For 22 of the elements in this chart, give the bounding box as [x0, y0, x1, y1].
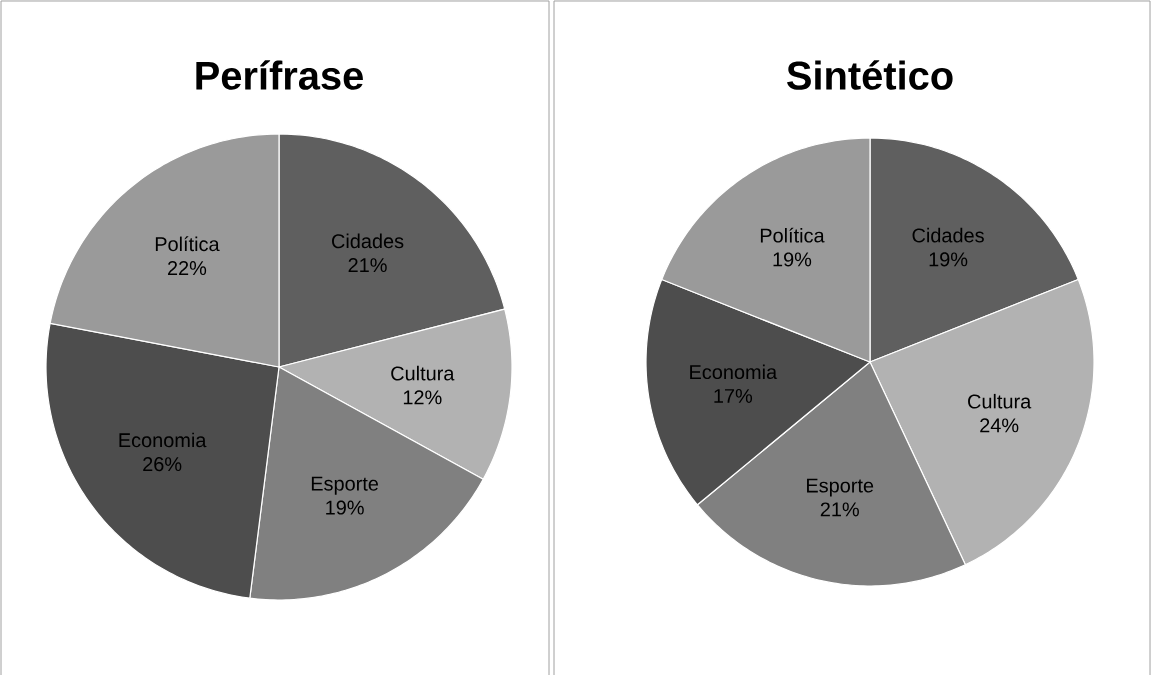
- data-label: 12%: [403, 390, 442, 405]
- data-label: 24%: [980, 418, 1019, 433]
- slice-label: Esporte: [807, 478, 874, 497]
- data-label: 19%: [929, 252, 968, 267]
- slice-label: Economia: [690, 364, 778, 380]
- slice-label: Cidades: [332, 233, 404, 249]
- slice-label: Economia: [119, 432, 207, 448]
- slice-label: Esporte: [311, 476, 379, 495]
- data-label: 17%: [714, 389, 753, 403]
- data-label: 19%: [326, 500, 364, 515]
- chart-title: Perífrase: [196, 60, 363, 90]
- data-label: 26%: [143, 457, 182, 472]
- slice-label: Cultura: [391, 365, 455, 381]
- chart-title: Sintético: [787, 60, 953, 90]
- data-label: 22%: [167, 261, 207, 276]
- slice-label: Cultura: [968, 393, 1032, 409]
- data-label: 19%: [773, 252, 812, 267]
- data-label: 21%: [348, 258, 387, 273]
- slice-label: Cidades: [912, 227, 984, 243]
- data-label: 21%: [820, 502, 859, 517]
- slice-label: Política: [760, 227, 825, 243]
- slice-label: Política: [155, 236, 220, 252]
